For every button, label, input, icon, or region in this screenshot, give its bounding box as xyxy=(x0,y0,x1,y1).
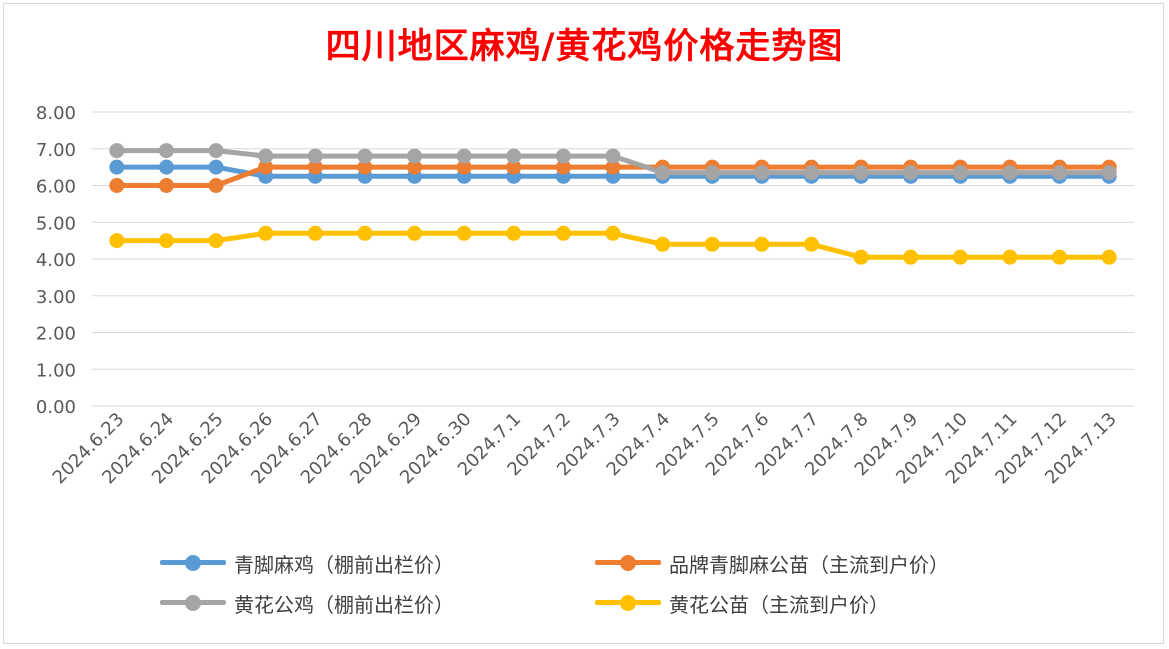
data-point xyxy=(853,165,869,181)
legend-marker xyxy=(620,595,636,611)
data-point xyxy=(1002,249,1018,265)
data-point xyxy=(407,225,423,241)
data-point xyxy=(158,233,174,249)
data-point xyxy=(903,249,919,265)
data-point xyxy=(1101,165,1117,181)
data-point xyxy=(803,236,819,252)
y-tick-label: 7.00 xyxy=(36,140,76,161)
data-point xyxy=(258,159,274,175)
data-point xyxy=(555,225,571,241)
data-point xyxy=(158,178,174,193)
data-point xyxy=(555,148,571,164)
data-point xyxy=(655,165,671,181)
y-tick-label: 2.00 xyxy=(36,324,76,345)
legend-item-brand-maji-chick: 品牌青脚麻公苗（主流到户价） xyxy=(595,548,949,578)
x-axis-ticks: 2024.6.232024.6.242024.6.252024.6.262024… xyxy=(49,409,1121,489)
data-point xyxy=(109,143,125,159)
data-point xyxy=(605,148,621,164)
data-point xyxy=(1101,249,1117,265)
data-point xyxy=(357,148,373,164)
data-point xyxy=(456,225,472,241)
data-point xyxy=(407,148,423,164)
legend-marker xyxy=(620,555,636,571)
data-point xyxy=(407,159,423,175)
data-point xyxy=(208,178,224,193)
data-point xyxy=(109,159,125,175)
data-point xyxy=(258,225,274,241)
y-tick-label: 6.00 xyxy=(36,177,76,198)
legend-swatch xyxy=(160,588,226,618)
data-point xyxy=(357,225,373,241)
data-point xyxy=(754,236,770,252)
legend-label: 青脚麻鸡（棚前出栏价） xyxy=(234,552,454,577)
legend-label: 黄花公鸡（棚前出栏价） xyxy=(234,592,454,617)
data-point xyxy=(1002,165,1018,181)
series-points xyxy=(109,143,1117,265)
data-point xyxy=(903,165,919,181)
legend-label: 黄花公苗（主流到户价） xyxy=(669,592,889,617)
legend-label: 品牌青脚麻公苗（主流到户价） xyxy=(669,552,949,577)
y-tick-label: 5.00 xyxy=(36,213,76,234)
data-point xyxy=(506,159,522,175)
data-point xyxy=(506,148,522,164)
data-point xyxy=(357,159,373,175)
data-point xyxy=(952,165,968,181)
legend-swatch xyxy=(595,588,661,618)
legend-marker xyxy=(185,555,201,571)
data-point xyxy=(853,249,869,265)
legend-item-qingjiao-maji: 青脚麻鸡（棚前出栏价） xyxy=(160,548,454,578)
data-point xyxy=(208,233,224,249)
legend-marker xyxy=(185,595,201,611)
y-tick-label: 3.00 xyxy=(36,287,76,308)
data-point xyxy=(605,159,621,175)
legend: 青脚麻鸡（棚前出栏价） 品牌青脚麻公苗（主流到户价） 黄花公鸡（棚前出栏价） 黄… xyxy=(160,548,1060,628)
data-point xyxy=(307,225,323,241)
legend-swatch xyxy=(595,548,661,578)
chart-frame xyxy=(3,3,1164,644)
legend-item-huanghua-chick: 黄花公苗（主流到户价） xyxy=(595,588,889,618)
data-point xyxy=(655,236,671,252)
data-point xyxy=(1052,165,1068,181)
data-point xyxy=(109,233,125,249)
data-point xyxy=(1052,249,1068,265)
data-point xyxy=(307,148,323,164)
data-point xyxy=(258,148,274,164)
data-point xyxy=(158,143,174,159)
data-point xyxy=(605,225,621,241)
data-point xyxy=(803,165,819,181)
data-point xyxy=(506,225,522,241)
legend-item-huanghua-rooster: 黄花公鸡（棚前出栏价） xyxy=(160,588,454,618)
chart-title: 四川地区麻鸡/黄花鸡价格走势图 xyxy=(325,26,844,67)
data-point xyxy=(555,159,571,175)
data-point xyxy=(208,143,224,159)
data-point xyxy=(704,165,720,181)
data-point xyxy=(456,148,472,164)
data-point xyxy=(704,236,720,252)
data-point xyxy=(109,178,125,193)
legend-swatch xyxy=(160,548,226,578)
data-point xyxy=(952,249,968,265)
data-point xyxy=(754,165,770,181)
data-point xyxy=(307,159,323,175)
grid-lines xyxy=(92,111,1134,407)
y-axis-ticks: 0.00 1.00 2.00 3.00 4.00 5.00 6.00 7.00 8.00 xyxy=(36,103,76,418)
y-tick-label: 1.00 xyxy=(36,360,76,381)
y-tick-label: 8.00 xyxy=(36,103,76,124)
y-tick-label: 4.00 xyxy=(36,250,76,271)
data-point xyxy=(208,159,224,175)
data-point xyxy=(456,159,472,175)
data-point xyxy=(158,159,174,175)
y-tick-label: 0.00 xyxy=(36,397,76,418)
